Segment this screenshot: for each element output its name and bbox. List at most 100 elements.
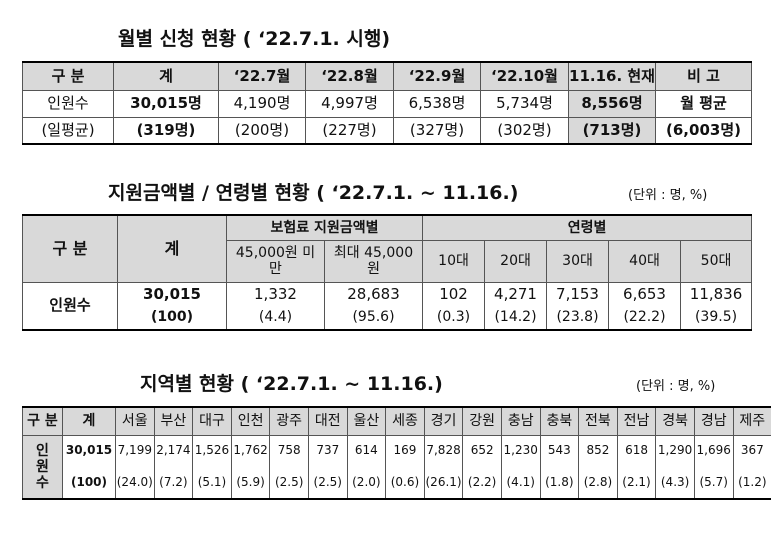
table-cell: (4.3) xyxy=(655,467,695,500)
table-cell: 1,696 xyxy=(693,434,734,467)
table-cell: ‘22.7월 xyxy=(218,61,306,91)
table-cell: 7,153 xyxy=(546,281,610,306)
region-table: 구 분 계 서울 부산 대구 인천 광주 대전 울산 세종 경기 강원 충남 충북 전북 전남 경북 경남 제주 인원… xyxy=(22,406,771,500)
table-cell: 367 xyxy=(732,434,771,467)
table-cell: 인원수 xyxy=(22,89,114,118)
table-cell: 대구 xyxy=(192,406,232,436)
table-cell: (4.4) xyxy=(226,306,325,331)
table-cell: (1.2) xyxy=(732,467,771,500)
table-cell: 제주 xyxy=(732,406,771,436)
table-cell: 구 분 xyxy=(22,406,63,436)
table-cell: (2.8) xyxy=(578,467,618,500)
table-cell: 11.16. 현재 xyxy=(568,61,656,91)
table-cell: (14.2) xyxy=(484,306,548,331)
table-cell: (24.0) xyxy=(115,467,155,500)
table-cell: 7,199 xyxy=(115,434,155,467)
table-cell: (319명) xyxy=(113,116,219,145)
table-cell: 7,828 xyxy=(423,434,464,467)
table-cell: (713명) xyxy=(568,116,656,145)
table-cell: 최대 45,000원 xyxy=(323,239,424,283)
table-cell: (26.1) xyxy=(423,467,464,500)
table-cell: 울산 xyxy=(346,406,387,436)
table-row: (일평균) (319명) (200명) (227명) (327명) (302명) (713명… xyxy=(22,116,752,145)
unit-note: (단위 : 명, %) xyxy=(628,188,708,203)
table-cell: 20대 xyxy=(484,239,548,283)
table-cell: 5,734명 xyxy=(480,89,569,118)
table-cell: (200명) xyxy=(218,116,306,145)
table-cell: 758 xyxy=(269,434,309,467)
table-cell: (22.2) xyxy=(608,306,682,331)
table-cell: (2.2) xyxy=(462,467,502,500)
table-cell: 11,836 xyxy=(680,281,753,306)
table-cell: 계 xyxy=(113,61,219,91)
table-cell: 30,015 xyxy=(62,434,116,467)
table-cell: 서울 xyxy=(115,406,155,436)
table-cell: 1,332 xyxy=(226,281,325,306)
table-cell: (0.6) xyxy=(385,467,425,500)
table-cell: 1,526 xyxy=(192,434,232,467)
table-cell: 618 xyxy=(616,434,657,467)
table-cell: 50대 xyxy=(680,239,753,283)
table-cell: 4,190명 xyxy=(218,89,306,118)
table-cell: 인원수 xyxy=(22,434,63,500)
table-cell: 인천 xyxy=(230,406,271,436)
table-cell: 169 xyxy=(385,434,425,467)
table-cell: 4,271 xyxy=(484,281,548,306)
table-cell: 계 xyxy=(117,214,227,283)
table-cell: (95.6) xyxy=(323,306,424,331)
table-row: 45,000원 미만 최대 45,000원 10대 20대 30대 40대 50대 xyxy=(23,239,753,283)
table-cell: ‘22.10월 xyxy=(480,61,569,91)
table-row: 구 분 계 서울 부산 대구 인천 광주 대전 울산 세종 경기 강원 충남 충북 전북 전남 경북 경남 제주 xyxy=(22,406,771,436)
table-cell: 계 xyxy=(62,406,116,436)
table-row: 인원수 30,015 1,332 28,683 102 4,271 7,153 6,653 11… xyxy=(22,281,753,331)
table-cell: 충남 xyxy=(500,406,541,436)
amount-age-table: 구 분 계 보험료 지원금액별 연령별 45,000원 미만 최대 45,000원 10대 2… xyxy=(22,214,753,331)
table-cell: 구 분 xyxy=(22,61,114,91)
table-cell: (0.3) xyxy=(422,306,486,331)
table-cell: 4,997명 xyxy=(305,89,394,118)
table-cell: ‘22.9월 xyxy=(393,61,481,91)
table-cell: 30,015명 xyxy=(113,89,219,118)
table-cell: 30대 xyxy=(546,239,610,283)
table-cell: 전남 xyxy=(616,406,657,436)
table-cell: 1,762 xyxy=(230,434,271,467)
table-cell: (7.2) xyxy=(153,467,194,500)
table-cell: 전북 xyxy=(578,406,618,436)
table-cell: (39.5) xyxy=(680,306,753,331)
table-cell: 102 xyxy=(422,281,486,306)
table-cell: (227명) xyxy=(305,116,394,145)
section-title: 지원금액별 / 연령별 현황 ( ‘22.7.1. ~ 11.16.) xyxy=(108,182,519,204)
table-cell: 737 xyxy=(307,434,348,467)
table-cell: 구 분 xyxy=(22,214,118,283)
table-row: 인원수 30,015명 4,190명 4,997명 6,538명 5,734명 8,556명… xyxy=(22,89,752,118)
table-cell: (4.1) xyxy=(500,467,541,500)
table-cell: (일평균) xyxy=(22,116,114,145)
table-row: (100) (4.4) (95.6) (0.3) (14.2) (23.8) (22.2)(… xyxy=(23,306,753,331)
table-cell: 비 고 xyxy=(655,61,752,91)
table-cell: (2.0) xyxy=(346,467,387,500)
table-cell: (100) xyxy=(62,467,116,500)
table-cell: 614 xyxy=(346,434,387,467)
table-row: 구 분 계 보험료 지원금액별 연령별 xyxy=(22,214,753,283)
table-row: (100) (24.0) (7.2) (5.1) (5.9) (2.5) (2.5) (2.0… xyxy=(23,467,771,500)
table-cell: 40대 xyxy=(608,239,682,283)
table-cell: (1.8) xyxy=(539,467,580,500)
table-cell: (2.5) xyxy=(269,467,309,500)
table-cell: ‘22.8월 xyxy=(305,61,394,91)
table-cell: 652 xyxy=(462,434,502,467)
table-row: 구 분 계 ‘22.7월 ‘22.8월 ‘22.9월 ‘22.10월 11.16. 현재 비 … xyxy=(22,61,752,91)
table-cell: 45,000원 미만 xyxy=(226,239,325,283)
table-cell: 1,290 xyxy=(655,434,695,467)
table-row: 인원수 30,015 7,199 2,174 1,526 1,762 758 737 614 16… xyxy=(22,434,771,500)
table-cell: 경남 xyxy=(693,406,734,436)
table-cell: 세종 xyxy=(385,406,425,436)
table-cell: (5.9) xyxy=(230,467,271,500)
table-cell: (327명) xyxy=(393,116,481,145)
monthly-table: 구 분 계 ‘22.7월 ‘22.8월 ‘22.9월 ‘22.10월 11.16. 현재 비 … xyxy=(22,61,752,145)
table-cell: 852 xyxy=(578,434,618,467)
table-cell: (302명) xyxy=(480,116,569,145)
table-cell: (6,003명) xyxy=(655,116,752,145)
table-cell: 강원 xyxy=(462,406,502,436)
